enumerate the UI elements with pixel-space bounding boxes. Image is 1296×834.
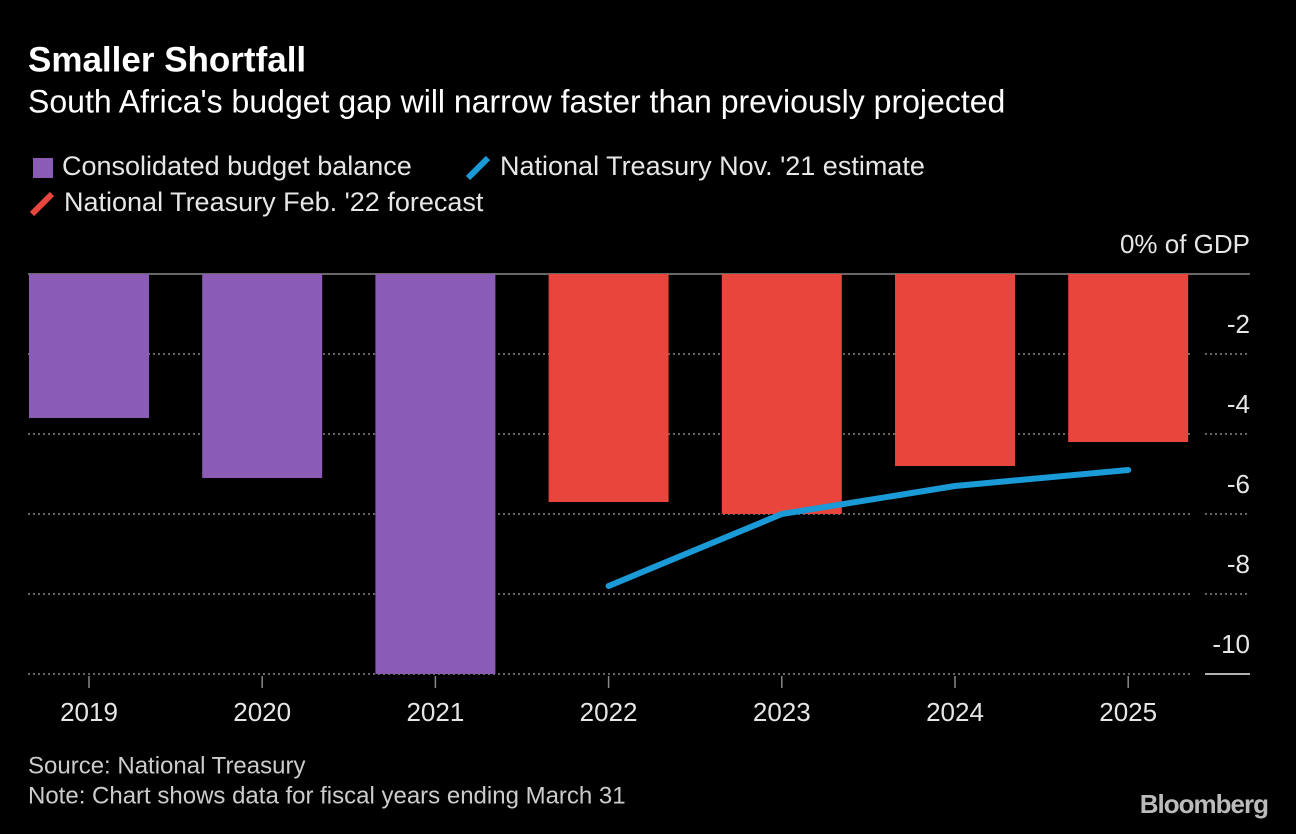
logo: Bloomberg [1140,789,1268,819]
legend-label: National Treasury Feb. '22 forecast [64,187,484,217]
bar [721,274,842,514]
legend-label: Consolidated budget balance [62,151,412,181]
legend-swatch [29,191,55,217]
x-tick-label: 2020 [233,697,291,727]
bar [895,274,1015,466]
x-tick-label: 2023 [753,697,811,727]
y-tick-label: -4 [1227,389,1250,419]
bar [375,274,496,674]
chart-subtitle: South Africa's budget gap will narrow fa… [28,83,1005,119]
x-tick-label: 2024 [926,697,984,727]
y-tick-label: -10 [1212,629,1250,659]
x-tick-label: 2021 [406,697,464,727]
y-tick-label: -6 [1227,469,1250,499]
x-tick-label: 2022 [580,697,638,727]
x-tick-label: 2019 [60,697,118,727]
note: Note: Chart shows data for fiscal years … [28,782,626,809]
bar [29,274,149,418]
y-tick-label: 0% of GDP [1120,229,1250,259]
y-tick-label: -8 [1227,549,1250,579]
source: Source: National Treasury [28,752,305,779]
x-tick-label: 2025 [1099,697,1157,727]
legend-swatch [33,158,53,178]
bar [202,274,323,478]
y-tick-label: -2 [1227,309,1250,339]
chart-title: Smaller Shortfall [28,40,306,79]
legend-label: National Treasury Nov. '21 estimate [500,151,925,181]
bar [548,274,669,502]
bar [1068,274,1189,442]
legend-swatch [465,155,491,181]
line [605,467,1132,589]
